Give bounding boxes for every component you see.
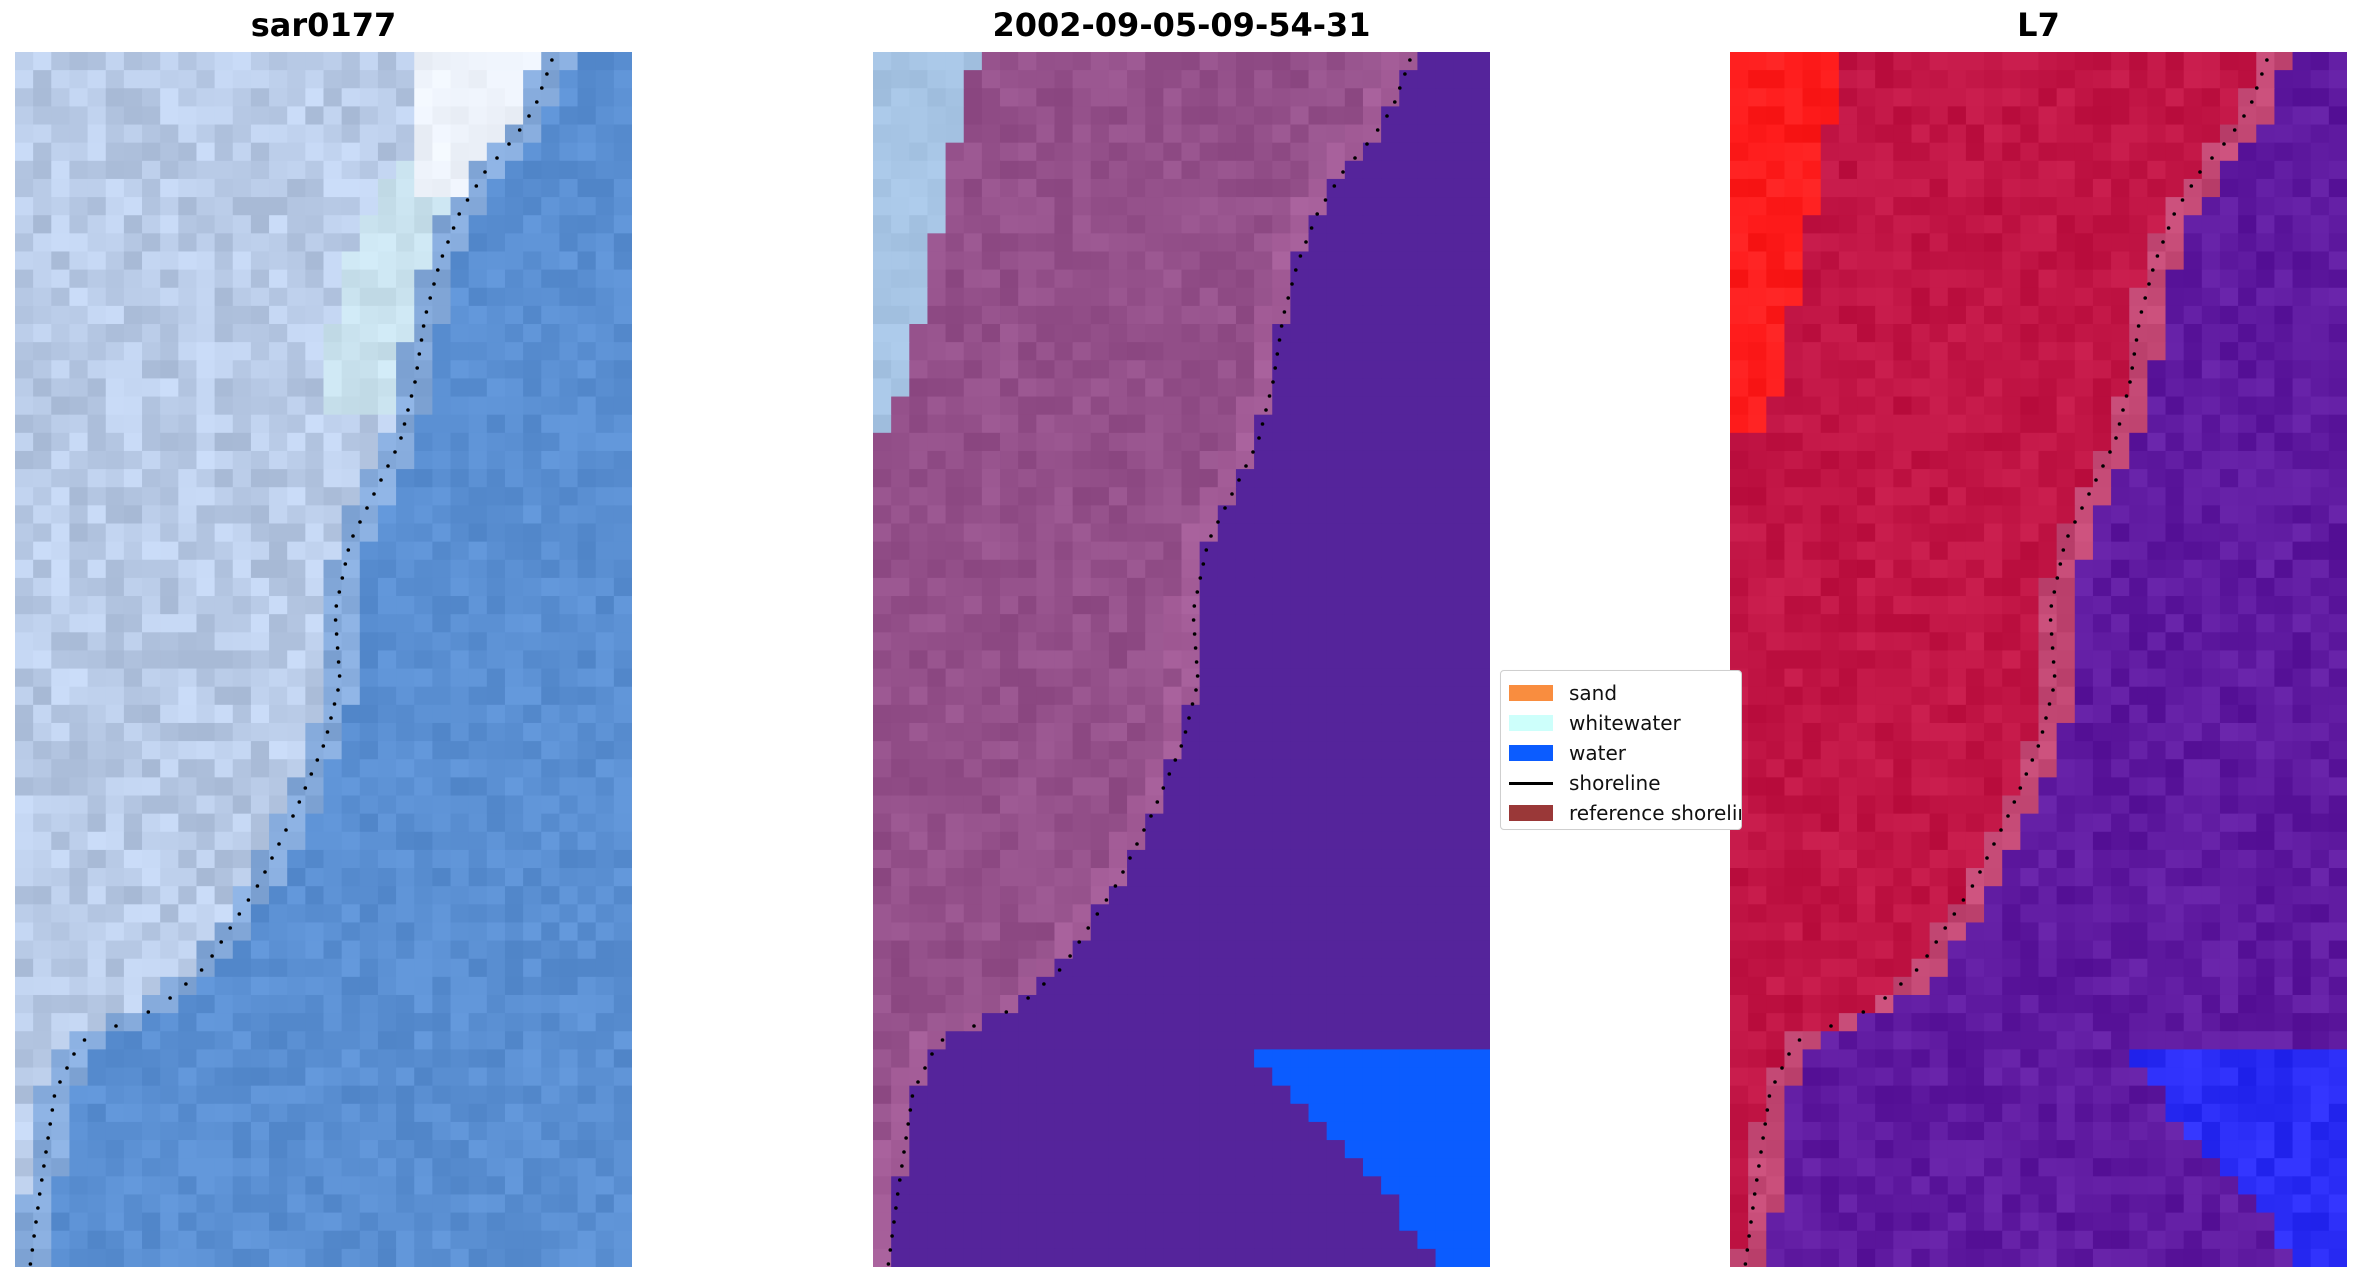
rgb-image-panel — [15, 52, 632, 1267]
shoreline-dots — [1743, 58, 2269, 1266]
legend-swatch-water — [1509, 745, 1553, 761]
legend-swatch-whitewater — [1509, 715, 1553, 731]
legend-item-sand: sand — [1509, 681, 1617, 705]
legend: sand whitewater water shoreline referenc… — [1500, 670, 1742, 830]
legend-swatch-sand — [1509, 685, 1553, 701]
index-image — [1730, 52, 2347, 1267]
panel-title-right: L7 — [2017, 6, 2060, 44]
legend-item-reference-shoreline: reference shoreline — [1509, 801, 1741, 825]
legend-label-sand: sand — [1569, 681, 1618, 705]
shoreline-dots — [886, 58, 1412, 1266]
rgb-image — [15, 52, 632, 1267]
legend-label-whitewater: whitewater — [1569, 711, 1681, 735]
legend-item-whitewater: whitewater — [1509, 711, 1681, 735]
legend-label-shoreline: shoreline — [1569, 771, 1661, 795]
classified-image — [873, 52, 1490, 1267]
index-image-panel — [1730, 52, 2347, 1267]
legend-item-shoreline: shoreline — [1509, 771, 1661, 795]
legend-swatch-reference-shoreline — [1509, 805, 1553, 821]
panel-title-middle: 2002-09-05-09-54-31 — [992, 6, 1371, 44]
classified-image-panel — [873, 52, 1490, 1267]
shoreline-dots — [28, 58, 554, 1266]
legend-label-water: water — [1569, 741, 1626, 765]
legend-item-water: water — [1509, 741, 1626, 765]
panel-title-left: sar0177 — [250, 6, 397, 44]
legend-line-shoreline — [1509, 781, 1553, 785]
legend-label-reference-shoreline: reference shoreline — [1569, 801, 1741, 825]
